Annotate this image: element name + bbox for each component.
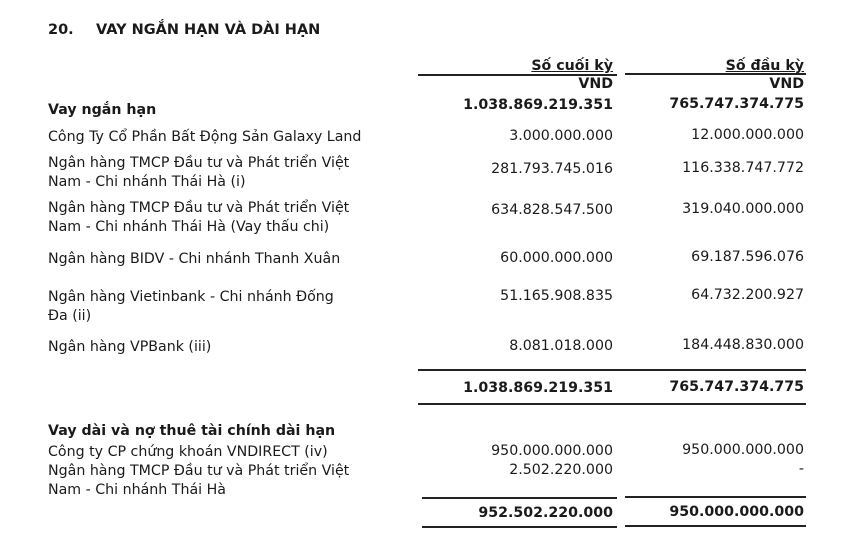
total-rule — [422, 526, 617, 528]
row-value-end: 51.165.908.835 — [500, 288, 613, 304]
row-label: Ngân hàng BIDV - Chi nhánh Thanh Xuân — [48, 251, 341, 267]
short-term-total-begin: 765.747.374.775 — [669, 379, 804, 395]
short-term-heading: Vay ngắn hạn — [48, 102, 157, 118]
row-value-end: 281.793.745.016 — [491, 161, 613, 177]
long-term-total-begin: 950.000.000.000 — [669, 504, 804, 520]
unit-begin: VND — [769, 76, 804, 92]
row-label: Ngân hàng VPBank (iii) — [48, 339, 212, 355]
row-value-begin: 64.732.200.927 — [691, 287, 804, 303]
row-value-end: 950.000.000.000 — [491, 443, 613, 459]
column-header-end: Số cuối kỳ — [531, 58, 613, 74]
row-value-begin: - — [798, 461, 804, 477]
row-value-begin: 116.338.747.772 — [682, 160, 804, 176]
row-label: Nam - Chi nhánh Thái Hà (i) — [48, 174, 246, 190]
subtotal-rule — [422, 497, 617, 499]
row-label: Ngân hàng TMCP Đầu tư và Phát triển Việt — [48, 463, 350, 479]
row-label: Ngân hàng TMCP Đầu tư và Phát triển Việt — [48, 155, 350, 171]
long-term-heading: Vay dài và nợ thuê tài chính dài hạn — [48, 423, 336, 439]
total-rule — [625, 525, 806, 527]
header-rule — [418, 74, 617, 76]
row-value-begin: 69.187.596.076 — [691, 249, 804, 265]
row-value-end: 60.000.000.000 — [500, 250, 613, 266]
subtotal-rule — [418, 369, 806, 371]
row-value-end: 3.000.000.000 — [509, 128, 613, 144]
row-label: Đa (ii) — [48, 308, 92, 324]
long-term-total-end: 952.502.220.000 — [478, 505, 613, 521]
row-label: Ngân hàng Vietinbank - Chi nhánh Đống — [48, 289, 334, 305]
row-label: Ngân hàng TMCP Đầu tư và Phát triển Việt — [48, 200, 350, 216]
row-label: Nam - Chi nhánh Thái Hà — [48, 482, 226, 498]
short-term-value-begin: 765.747.374.775 — [669, 96, 804, 112]
short-term-total-end: 1.038.869.219.351 — [463, 380, 613, 396]
row-value-begin: 319.040.000.000 — [682, 201, 804, 217]
section-number: 20. — [48, 22, 74, 38]
header-rule — [625, 73, 806, 75]
unit-end: VND — [578, 76, 613, 92]
section-heading: VAY NGẮN HẠN VÀ DÀI HẠN — [96, 22, 321, 38]
row-label: Nam - Chi nhánh Thái Hà (Vay thấu chi) — [48, 219, 330, 235]
row-label: Công Ty Cổ Phần Bất Động Sản Galaxy Land — [48, 129, 362, 145]
column-header-begin: Số đầu kỳ — [725, 58, 804, 74]
row-value-end: 2.502.220.000 — [509, 462, 613, 478]
row-value-begin: 12.000.000.000 — [691, 127, 804, 143]
section-title: 20. VAY NGẮN HẠN VÀ DÀI HẠN — [48, 22, 320, 38]
subtotal-rule — [625, 496, 806, 498]
row-value-begin: 950.000.000.000 — [682, 442, 804, 458]
row-value-begin: 184.448.830.000 — [682, 337, 804, 353]
row-value-end: 8.081.018.000 — [509, 338, 613, 354]
row-value-end: 634.828.547.500 — [491, 202, 613, 218]
short-term-value-end: 1.038.869.219.351 — [463, 97, 613, 113]
row-label: Công ty CP chứng khoán VNDIRECT (iv) — [48, 444, 328, 460]
total-rule — [418, 403, 806, 405]
